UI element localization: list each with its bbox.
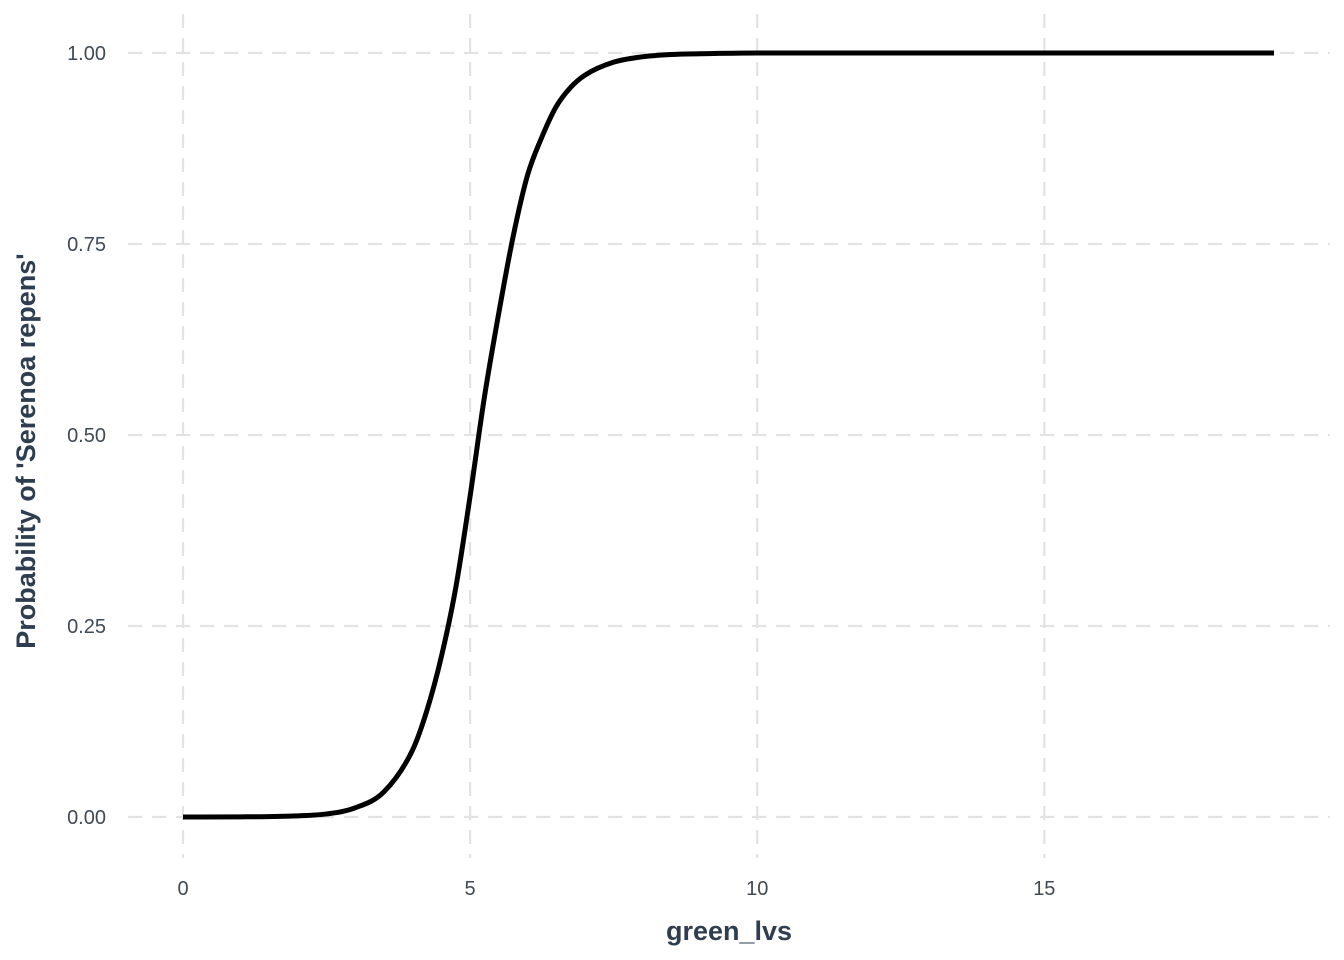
x-tick-label: 10 [746,878,768,900]
y-tick-label: 0.50 [67,425,106,447]
probability-curve-line [182,50,1274,820]
y-tick-label: 0.00 [67,807,106,829]
x-axis-title: green_lvs [666,916,792,946]
y-tick-label: 1.00 [67,43,106,65]
x-tick-label: 15 [1033,878,1055,900]
x-tick-label: 5 [465,878,476,900]
y-tick-label: 0.25 [67,616,106,638]
tick-labels: 0.00 0.25 0.50 0.75 1.00 0 5 10 15 [67,43,1055,900]
series-layer [182,50,1274,820]
grid [128,14,1330,858]
x-tick-label: 0 [177,878,188,900]
y-axis-title: Probability of 'Serenoa repens' [11,253,41,648]
y-tick-label: 0.75 [67,234,106,256]
